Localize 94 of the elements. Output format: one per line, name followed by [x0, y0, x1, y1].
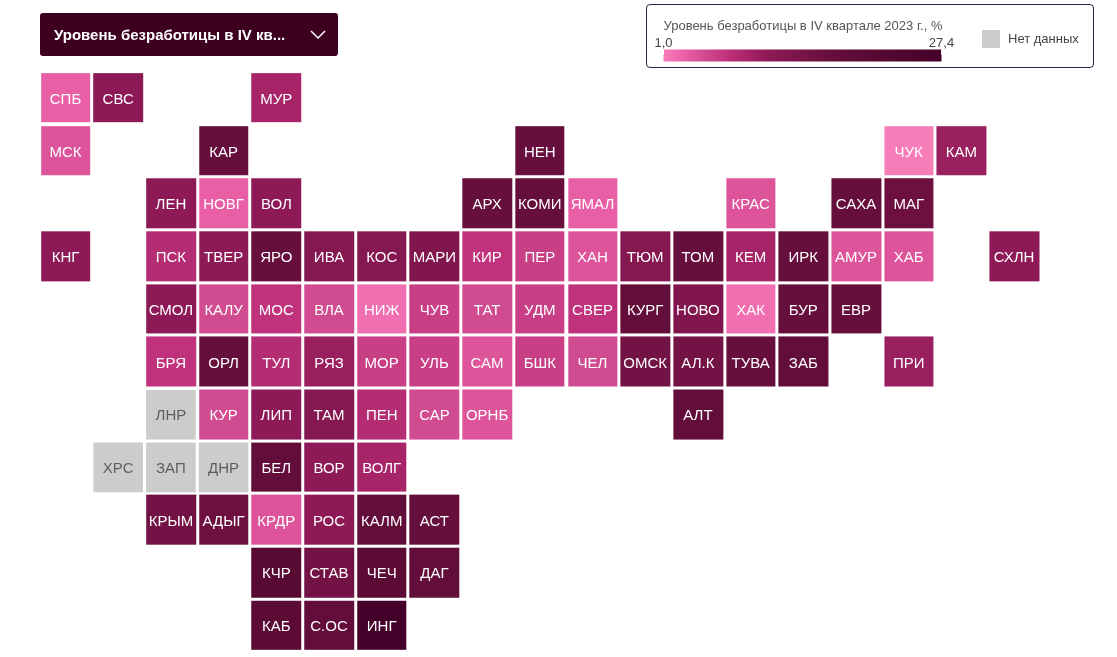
data-label: ТУВА [731, 353, 770, 371]
data-label: СМОЛ [148, 300, 194, 318]
data-label: КАМ [945, 142, 978, 160]
data-label: ВОЛ [260, 195, 292, 213]
data-label: НОВГ [203, 195, 244, 213]
data-label: РОС [312, 511, 346, 529]
data-label: КЕМ [734, 248, 767, 266]
data-label: ТУЛ [262, 353, 291, 371]
data-label: МАРИ [412, 248, 457, 266]
data-label: ЛЕН [155, 195, 187, 213]
data-label: БШК [523, 353, 557, 371]
data-label: КУР [209, 406, 238, 424]
data-label: МАГ [893, 195, 925, 213]
data-label: КРДР [257, 511, 296, 529]
data-label: КНГ [51, 248, 80, 266]
data-label: УДМ [524, 300, 556, 318]
data-label: ТОМ [681, 248, 715, 266]
text: Нет данных [1008, 30, 1079, 48]
data-label: КЧР [261, 564, 291, 582]
data-label: ЧЕЧ [366, 564, 397, 582]
data-label: КАЛУ [204, 300, 244, 318]
data-label: САР [419, 406, 450, 424]
data-label: КОМИ [518, 195, 562, 213]
data-label: БУР [788, 300, 818, 318]
data-label: ХАН [577, 248, 608, 266]
data-label: КРЫМ [148, 511, 194, 529]
data-label: ЯРО [260, 248, 293, 266]
data-label: САХА [835, 195, 877, 213]
data-label: ОРЛ [208, 353, 239, 371]
data-label: КОС [366, 248, 398, 266]
data-label: ВОР [313, 458, 345, 476]
data-label: ЗАБ [788, 353, 818, 371]
data-label: САМ [470, 353, 504, 371]
data-label: ЧУВ [419, 300, 450, 318]
data-label: АМУР [834, 248, 878, 266]
color-bar-label: 27,4 [928, 34, 955, 50]
data-label: ПРИ [892, 353, 925, 371]
color-bar-title: Уровень безработицы в IV квартале 2023 г., % [663, 17, 943, 33]
data-label: СТАВ [309, 564, 349, 582]
data-label: КИР [472, 248, 502, 266]
data-label: МСК [49, 142, 82, 160]
data-label: АЛ.К [681, 353, 715, 371]
data-label: ХАК [736, 300, 766, 318]
data-label: НЕН [523, 142, 556, 160]
data-label: БРЯ [155, 353, 187, 371]
data-label: ИРК [788, 248, 819, 266]
text: ДНР [208, 458, 240, 476]
text: ЛНР [155, 406, 187, 424]
data-label: ПСК [155, 248, 187, 266]
data-label: ЕВР [840, 300, 872, 318]
data-label: КАБ [262, 617, 291, 634]
data-label: С.ОС [310, 617, 348, 634]
data-label: АСТ [419, 511, 449, 529]
data-label: МУР [260, 90, 293, 107]
data-label: БЕЛ [261, 458, 292, 476]
data-label: ВОЛГ [362, 458, 402, 476]
data-label: ЧЕЛ [577, 353, 608, 371]
data-label: УЛЬ [420, 353, 449, 371]
data-label: ПЕР [524, 248, 556, 266]
data-label: КАЛМ [360, 511, 403, 529]
data-label: ИНГ [366, 617, 397, 634]
text: ЗАП [156, 458, 186, 476]
data-label: КУРГ [626, 300, 664, 318]
data-label: АЛТ [683, 406, 713, 424]
data-label: МОР [364, 353, 399, 371]
data-label: РЯЗ [314, 353, 344, 371]
data-label: НОВО [676, 300, 720, 318]
data-label: СХЛН [993, 248, 1035, 266]
data-label: СВС [102, 90, 134, 107]
data-label: АДЫГ [202, 511, 245, 529]
data-label: МОС [258, 300, 294, 318]
data-label: СПБ [49, 90, 82, 107]
data-label: ДАГ [420, 564, 449, 582]
data-label: СВЕР [572, 300, 613, 318]
data-label: КРАС [731, 195, 770, 213]
data-label: НИЖ [363, 300, 400, 318]
data-label: ТАТ [473, 300, 501, 318]
data-label: ХАБ [893, 248, 924, 266]
data-label: ОМСК [623, 353, 668, 371]
data-label: ТАМ [313, 406, 345, 424]
data-label: ЧУК [894, 142, 924, 160]
data-label: ПЕН [365, 406, 398, 424]
data-label: ЛИП [260, 406, 292, 424]
data-label: КАР [209, 142, 238, 160]
data-label: ИВА [313, 248, 345, 266]
color-bar-label: 1,0 [654, 34, 673, 50]
data-label: ТВЕР [204, 248, 244, 266]
data-label: АРХ [472, 195, 502, 213]
chart-title: Уровень безработицы в IV кв... [54, 24, 286, 45]
text: ХРС [102, 458, 134, 476]
data-label: ОРНБ [465, 406, 509, 424]
data-label: ВЛА [314, 300, 344, 318]
data-label: ТЮМ [626, 248, 664, 266]
data-label: ЯМАЛ [570, 195, 615, 213]
